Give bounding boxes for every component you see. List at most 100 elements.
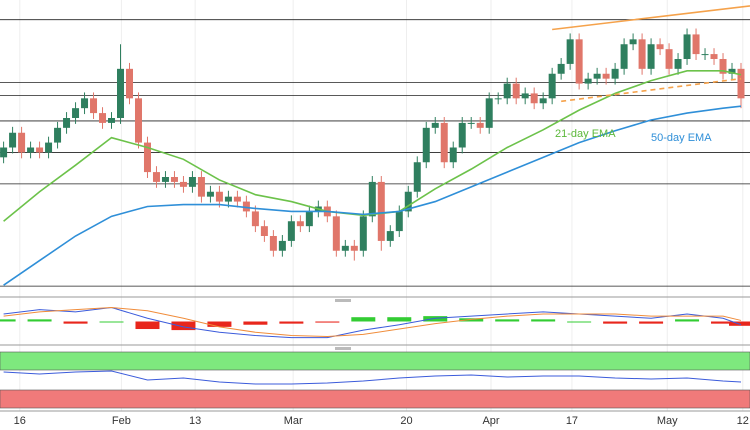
x-tick-label: 12: [737, 415, 749, 427]
x-tick-label: Apr: [482, 415, 499, 427]
macd-histogram-bar: [315, 321, 340, 323]
candle-body: [251, 211, 259, 227]
candle-body: [224, 196, 232, 202]
panel-handle: [335, 299, 351, 302]
candle-body: [404, 191, 412, 212]
candle-body: [656, 44, 664, 50]
candle-body: [584, 78, 592, 84]
ema50-label: 50-day EMA: [651, 132, 712, 144]
candle-body: [296, 221, 304, 227]
macd-histogram-bar: [63, 321, 88, 324]
candle-body: [206, 191, 214, 197]
candle-body: [503, 83, 511, 99]
candle-body: [494, 98, 502, 100]
candle-body: [188, 177, 196, 187]
x-tick-label: May: [657, 415, 678, 427]
candle-body: [719, 59, 727, 74]
candle-body: [287, 221, 295, 241]
macd-histogram-bar: [495, 319, 520, 322]
candle-body: [530, 93, 538, 104]
macd-histogram-bar: [711, 321, 736, 324]
candle-body: [692, 34, 700, 55]
candle-body: [629, 39, 637, 45]
panel-handle: [335, 347, 351, 350]
candle-body: [539, 98, 547, 104]
candle-body: [27, 147, 35, 153]
candle-body: [593, 73, 601, 79]
candle-body: [674, 59, 682, 69]
candle-body: [117, 68, 125, 118]
candle-body: [521, 93, 529, 99]
candle-body: [602, 73, 610, 79]
candle-body: [305, 211, 313, 227]
candle-body: [620, 44, 628, 69]
candle-body: [728, 68, 736, 74]
candle-body: [260, 226, 268, 236]
candle-body: [647, 44, 655, 69]
candle-body: [548, 73, 556, 99]
candle-body: [54, 127, 62, 143]
x-tick-label: 13: [189, 415, 201, 427]
candle-body: [683, 34, 691, 59]
candle-body: [63, 118, 71, 128]
candle-body: [485, 98, 493, 128]
trendline: [552, 5, 750, 31]
candle-body: [710, 54, 718, 59]
candle-body: [395, 211, 403, 232]
candle-body: [377, 181, 385, 241]
candle-body: [701, 54, 709, 56]
macd-histogram-bar: [171, 321, 196, 331]
candle-body: [332, 216, 340, 251]
candle-body: [341, 245, 349, 251]
candle-body: [611, 68, 619, 79]
candle-body: [0, 147, 8, 158]
candle-body: [143, 142, 151, 173]
candle-body: [413, 162, 421, 192]
candle-body: [512, 83, 520, 99]
x-tick-label: Feb: [112, 415, 131, 427]
macd-histogram-bar: [729, 321, 750, 326]
candle-body: [81, 98, 89, 109]
rsi-zone: [0, 389, 750, 409]
candle-body: [350, 245, 358, 251]
candle-body: [665, 49, 673, 69]
candle-body: [386, 231, 394, 241]
macd-histogram-bar: [0, 319, 16, 322]
candle-body: [72, 108, 80, 118]
candle-body: [476, 122, 484, 128]
candle-body: [458, 122, 466, 148]
macd-histogram-bar: [639, 321, 664, 324]
main-layer: [0, 5, 750, 286]
macd-histogram-bar: [423, 316, 448, 322]
macd-histogram-bar: [207, 321, 232, 327]
macd-histogram-bar: [531, 319, 556, 322]
rsi-zone: [0, 351, 750, 371]
candle-body: [242, 201, 250, 212]
candle-body: [179, 181, 187, 187]
candle-body: [557, 63, 565, 74]
macd-signal: [3, 307, 742, 338]
candle-body: [197, 177, 205, 197]
candle-body: [449, 147, 457, 163]
candle-body: [152, 172, 160, 182]
trendline: [561, 77, 742, 103]
candle-body: [233, 196, 241, 202]
candle-body: [99, 113, 107, 123]
candle-body: [359, 216, 367, 251]
candle-body: [9, 132, 17, 148]
macd-histogram-bar: [243, 321, 268, 325]
x-tick-label: 17: [566, 415, 578, 427]
macd-histogram-bar: [279, 321, 304, 324]
macd-histogram-bar: [567, 321, 592, 323]
candle-body: [278, 240, 286, 251]
candle-body: [36, 147, 44, 153]
candle-body: [108, 118, 116, 123]
macd-histogram-bar: [135, 321, 160, 330]
macd-histogram-bar: [99, 321, 124, 323]
macd-histogram-bar: [603, 321, 628, 324]
candle-body: [45, 142, 53, 153]
candle-body: [90, 98, 98, 114]
candle-body: [422, 127, 430, 163]
macd-histogram-bar: [351, 317, 376, 322]
